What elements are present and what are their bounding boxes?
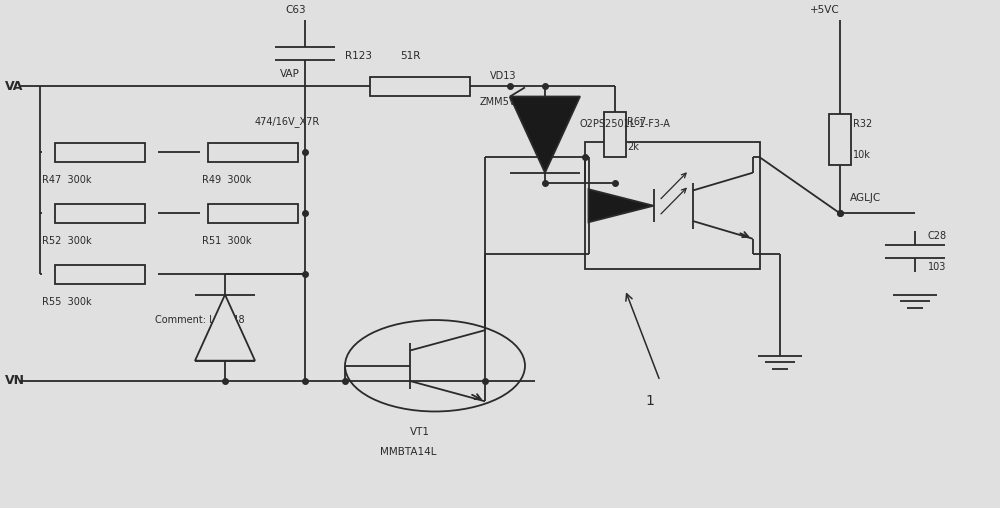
Bar (55, 265, 145, 284)
Text: 51R: 51R (400, 51, 420, 61)
Text: 2k: 2k (627, 142, 639, 152)
Polygon shape (195, 295, 255, 361)
Bar (208, 204, 298, 223)
Text: 474/16V_X7R: 474/16V_X7R (255, 116, 320, 128)
Bar (829, 114, 851, 165)
Text: VN: VN (5, 374, 25, 388)
Text: VD13: VD13 (490, 71, 516, 81)
Polygon shape (510, 97, 580, 173)
Text: ZMM5V1: ZMM5V1 (480, 97, 523, 107)
Text: 1: 1 (645, 394, 654, 408)
Text: 10k: 10k (853, 150, 871, 160)
Text: R32: R32 (853, 119, 872, 130)
Text: 103: 103 (928, 262, 946, 272)
Text: R51  300k: R51 300k (202, 236, 252, 246)
Text: VT1: VT1 (410, 427, 430, 437)
Text: C63: C63 (285, 5, 306, 15)
Text: VAP: VAP (280, 69, 300, 79)
Text: R55  300k: R55 300k (42, 297, 92, 307)
Text: VD11: VD11 (210, 340, 237, 351)
Text: R47  300k: R47 300k (42, 175, 92, 185)
Polygon shape (588, 189, 654, 223)
Text: O2PS2501L-1-F3-A: O2PS2501L-1-F3-A (580, 119, 671, 130)
Text: C28: C28 (928, 231, 947, 241)
Text: MMBTA14L: MMBTA14L (380, 447, 436, 457)
Text: R52  300k: R52 300k (42, 236, 92, 246)
Bar (55, 204, 145, 223)
Text: R67: R67 (627, 117, 646, 127)
Bar (585, 142, 760, 269)
Text: AGLJC: AGLJC (850, 193, 881, 203)
Bar (55, 143, 145, 162)
Text: VA: VA (5, 80, 23, 93)
Text: Comment: LL4148: Comment: LL4148 (155, 315, 245, 325)
Text: R123: R123 (345, 51, 372, 61)
Text: R49  300k: R49 300k (202, 175, 251, 185)
Bar (208, 143, 298, 162)
Bar (370, 77, 470, 96)
Bar (604, 112, 626, 157)
Text: +5VC: +5VC (810, 5, 840, 15)
